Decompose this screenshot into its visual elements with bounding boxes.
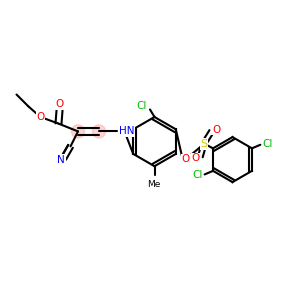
Text: N: N: [57, 155, 65, 165]
Text: Cl: Cl: [192, 170, 203, 180]
Text: S: S: [200, 139, 208, 149]
Text: Cl: Cl: [136, 100, 147, 110]
Text: O: O: [182, 154, 190, 164]
Text: Cl: Cl: [262, 139, 273, 149]
Text: HN: HN: [118, 126, 134, 136]
Text: O: O: [36, 112, 45, 122]
Text: O: O: [192, 153, 200, 163]
Circle shape: [92, 125, 106, 138]
Text: O: O: [212, 125, 220, 135]
Text: O: O: [56, 99, 64, 109]
Text: Me: Me: [147, 180, 160, 189]
Circle shape: [71, 125, 85, 138]
